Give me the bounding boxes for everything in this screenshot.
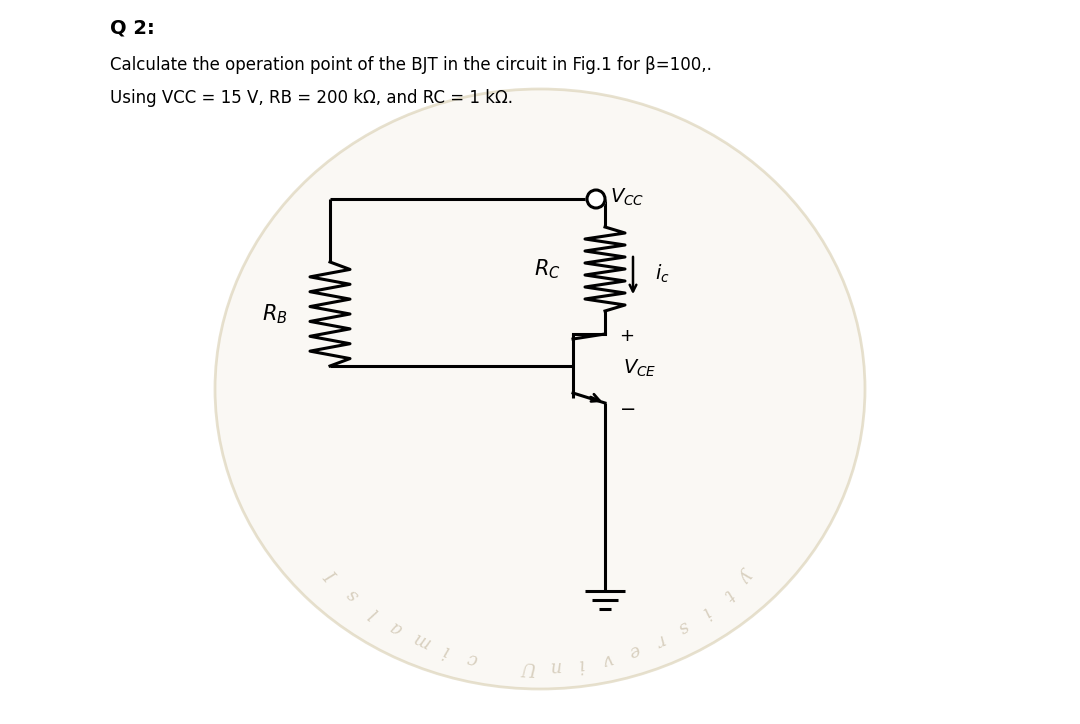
Text: $R_B$: $R_B$ [262,302,288,326]
Text: a: a [388,617,406,638]
Text: r: r [651,630,667,650]
Text: l: l [366,603,381,620]
Text: i: i [699,603,714,620]
Text: v: v [600,649,615,668]
Text: $-$: $-$ [619,398,635,418]
Text: $R_C$: $R_C$ [534,257,561,281]
Text: $+$: $+$ [620,327,635,345]
Text: t: t [718,585,737,604]
Text: U: U [518,657,535,676]
Text: $V_{CC}$: $V_{CC}$ [610,186,645,208]
Text: s: s [675,617,692,637]
Circle shape [588,190,605,208]
Text: y: y [737,565,757,585]
Text: I: I [324,566,342,584]
Text: $i_c$: $i_c$ [654,263,670,285]
Text: m: m [409,628,432,652]
Text: c: c [465,649,480,668]
Text: i: i [441,641,451,660]
Text: Calculate the operation point of the BJT in the circuit in Fig.1 for β=100,.: Calculate the operation point of the BJT… [110,56,712,74]
Text: Q 2:: Q 2: [110,19,154,38]
Text: e: e [626,640,642,661]
Text: s: s [343,585,362,605]
Text: $V_{CE}$: $V_{CE}$ [623,358,657,379]
Text: i: i [577,654,585,673]
Text: Using VCC = 15 V, RB = 200 kΩ, and RC = 1 kΩ.: Using VCC = 15 V, RB = 200 kΩ, and RC = … [110,89,513,107]
Ellipse shape [215,89,865,689]
Text: n: n [548,657,559,676]
